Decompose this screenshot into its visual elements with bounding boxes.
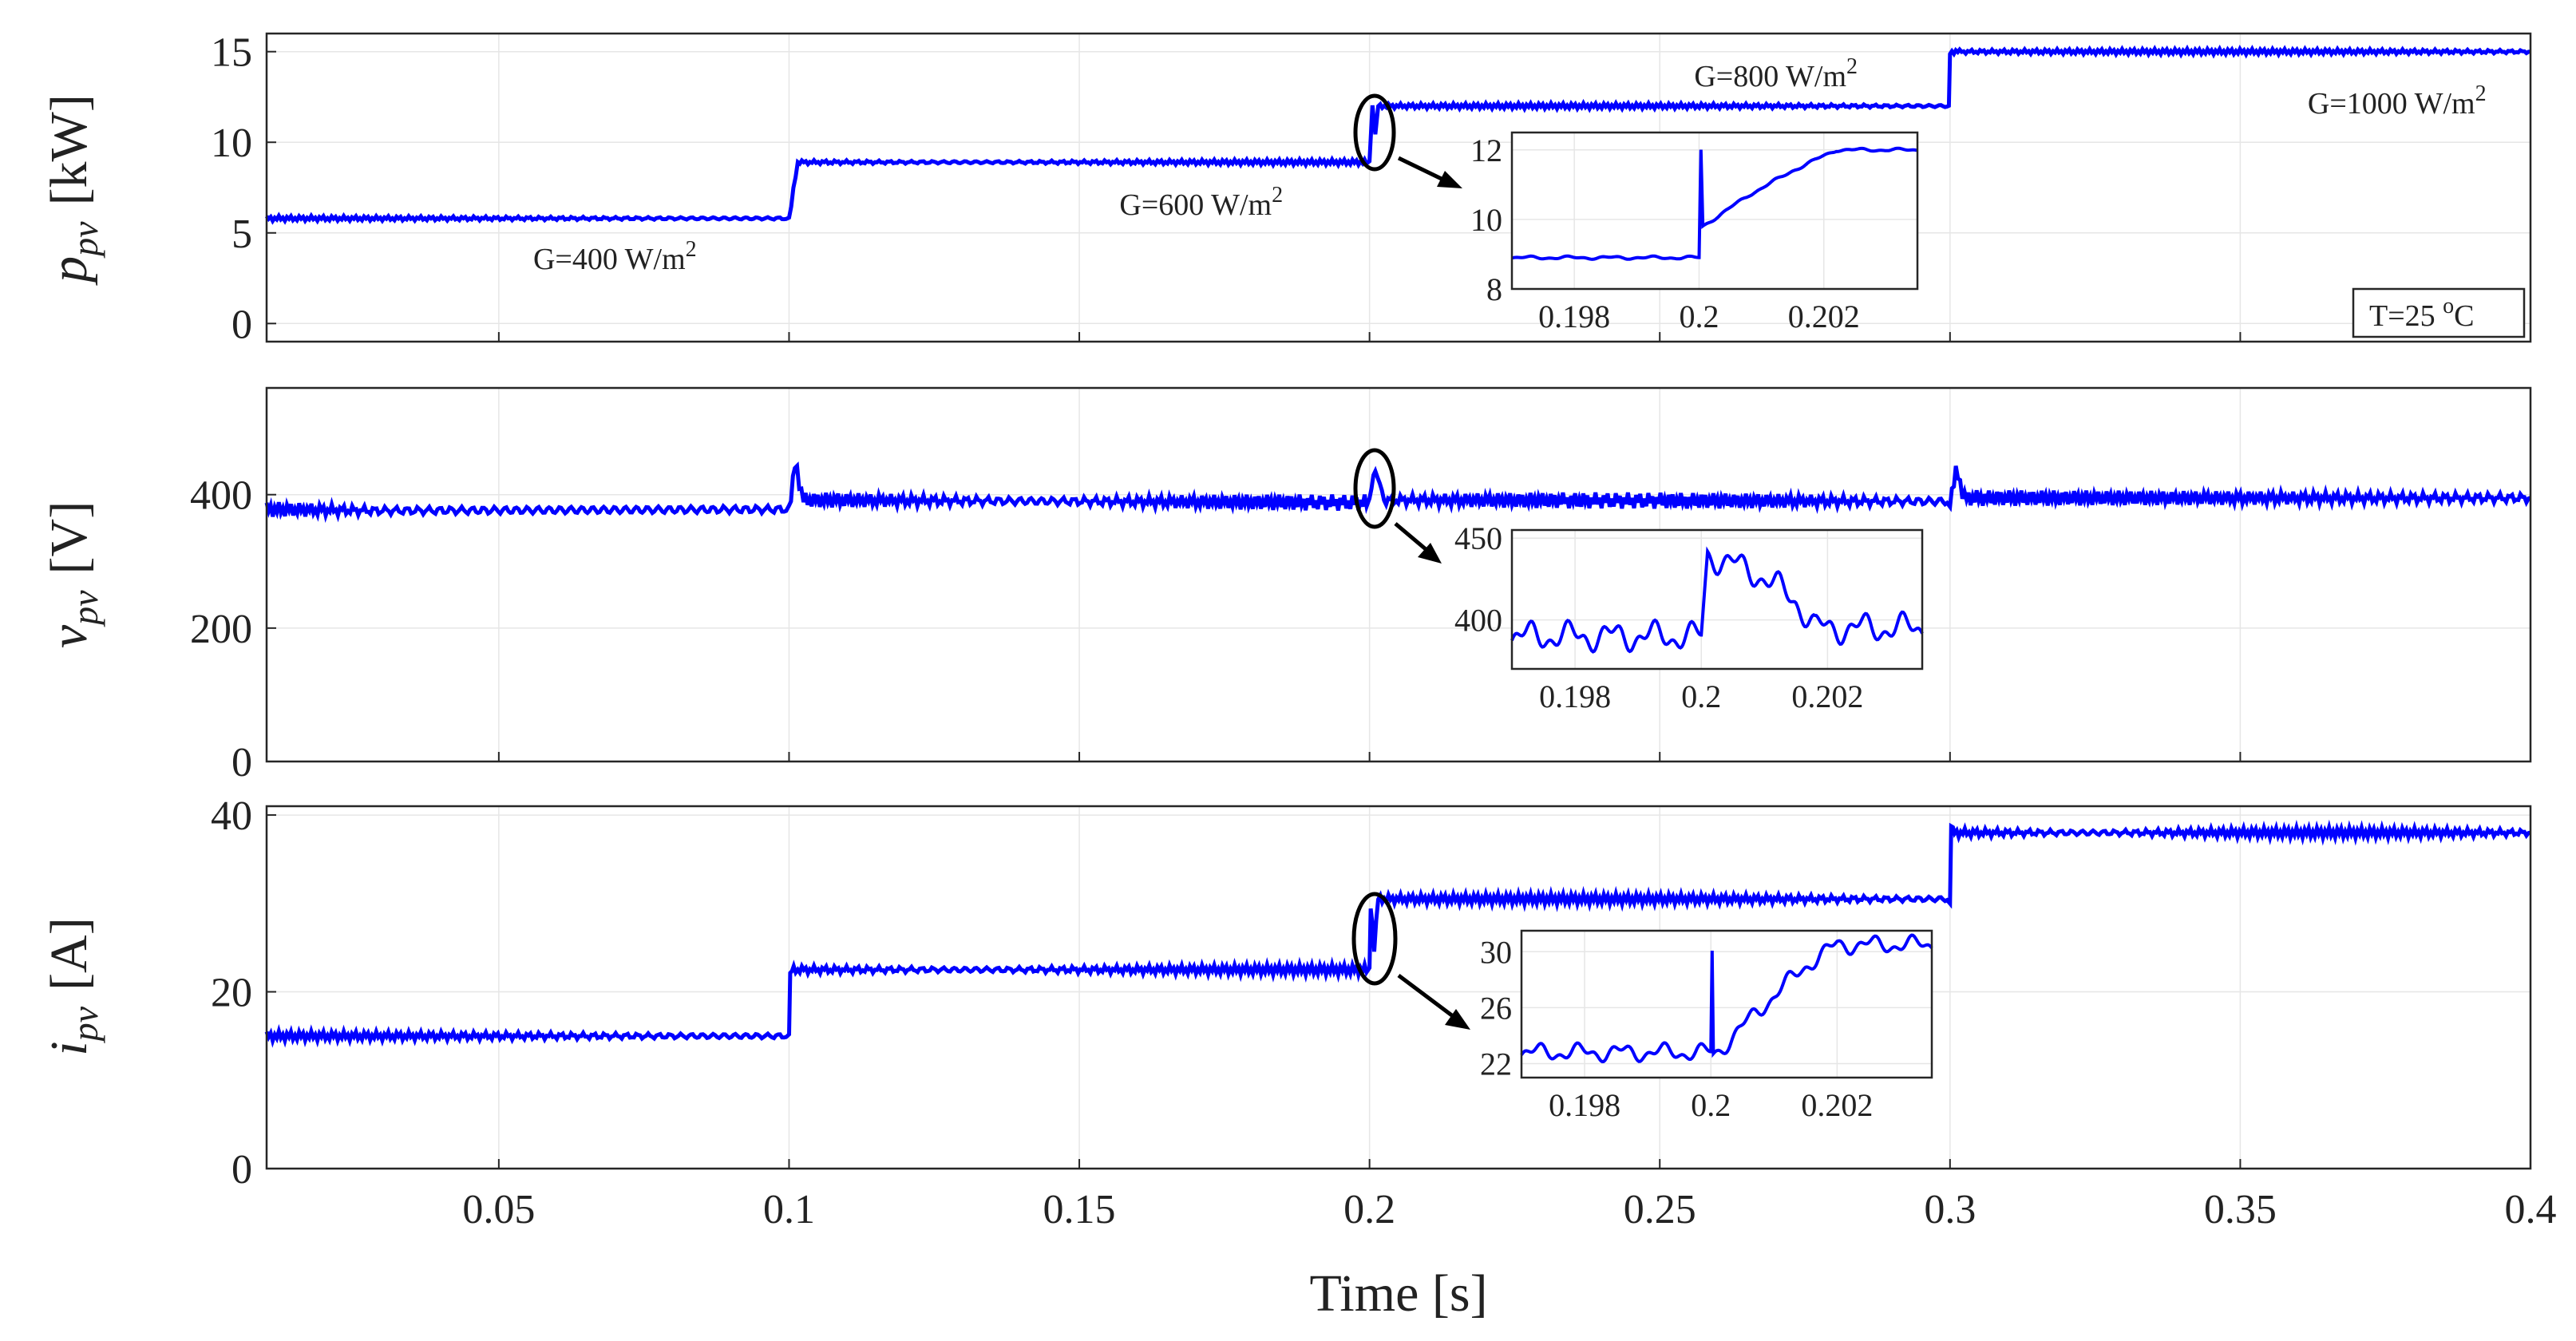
x-tick-label: 0.3 <box>1924 1187 1976 1232</box>
inset-y-tick-label: 450 <box>1454 520 1502 556</box>
inset-y-tick-label: 400 <box>1454 603 1502 639</box>
annotation-g1000: G=1000 W/m2 <box>2308 81 2487 121</box>
power-zoom-arrowhead <box>1437 171 1462 188</box>
voltage-series-line <box>264 461 2531 524</box>
inset-x-tick-label: 0.198 <box>1539 678 1611 714</box>
inset-x-tick-label: 0.198 <box>1549 1087 1620 1123</box>
y-tick-label: 5 <box>231 212 252 257</box>
inset-x-tick-label: 0.202 <box>1791 678 1863 714</box>
current-grid <box>267 806 2531 1169</box>
voltage-inset-grid <box>1512 530 1922 669</box>
power-inset-background <box>1512 133 1917 289</box>
voltage-inset-frame <box>1510 528 1924 670</box>
time-xlabel: Time [s] <box>1309 1264 1487 1323</box>
y-tick-label: 40 <box>211 793 252 839</box>
temperature-box <box>2352 287 2526 338</box>
x-tick-label: 0.2 <box>1343 1187 1395 1232</box>
power-panel: 0 5 10 15 ppv[kW] G=400 W/m2 G=600 W/m2 G=8… <box>40 30 2532 347</box>
inset-y-tick-label: 10 <box>1470 202 1502 238</box>
annotation-g800: G=800 W/m2 <box>1694 54 1858 93</box>
power-grid <box>267 34 2531 342</box>
time-xticks: 0.05 0.1 0.15 0.2 0.25 0.3 0.35 0.4 <box>462 1187 2556 1232</box>
current-axes-frame <box>265 805 2532 1170</box>
voltage-zoom-arrowhead <box>1418 543 1442 564</box>
current-inset-grid <box>1521 931 1932 1078</box>
current-inset-background <box>1521 931 1932 1078</box>
voltage-inset-line <box>1510 546 1924 654</box>
power-inset-ticks: 0.198 0.2 0.202 8 10 12 <box>1470 133 1860 334</box>
inset-y-tick-label: 8 <box>1486 271 1502 307</box>
voltage-zoom-marker <box>1353 448 1396 529</box>
power-series-line <box>264 44 2531 225</box>
power-zoom-marker <box>1353 93 1396 172</box>
x-tick-label: 0.05 <box>462 1187 535 1232</box>
current-inset-frame <box>1520 929 1933 1079</box>
x-tick-label: 0.4 <box>2505 1187 2557 1232</box>
annotation-g400: G=400 W/m2 <box>533 237 697 276</box>
y-tick-label: 10 <box>211 121 252 166</box>
power-inset-frame <box>1510 131 1919 291</box>
y-tick-label: 20 <box>211 971 252 1016</box>
inset-x-tick-label: 0.198 <box>1538 299 1610 334</box>
temperature-label: T=25 oC <box>2369 294 2475 333</box>
x-tick-label: 0.25 <box>1624 1187 1696 1232</box>
power-ylabel: ppv[kW] <box>40 94 105 286</box>
current-inset-ticks: 0.198 0.2 0.202 22 26 30 <box>1480 934 1873 1123</box>
y-tick-label: 400 <box>190 473 252 519</box>
voltage-axes-frame <box>265 386 2532 763</box>
current-panel: 0 20 40 0.05 0.1 0.15 0.2 0.25 0.3 0.35 0.4 ipv[A… <box>40 793 2557 1323</box>
voltage-grid <box>267 388 2531 762</box>
current-inset-line <box>1520 933 1933 1064</box>
current-series-line <box>264 819 2531 1048</box>
irradiance-annotations: G=400 W/m2 G=600 W/m2 G=800 W/m2 G=1000 … <box>533 54 2487 276</box>
voltage-inset-ticks: 0.198 0.2 0.202 400 450 <box>1454 520 1863 714</box>
power-yticks: 0 5 10 15 <box>211 30 2531 347</box>
x-tick-label: 0.15 <box>1043 1187 1116 1232</box>
y-tick-label: 0 <box>231 302 252 347</box>
current-zoom-marker <box>1351 892 1398 986</box>
inset-x-tick-label: 0.2 <box>1679 299 1719 334</box>
annotation-g600: G=600 W/m2 <box>1119 183 1283 222</box>
y-tick-label: 200 <box>190 607 252 652</box>
voltage-ylabel: vpv[V] <box>40 501 105 648</box>
current-zoom-arrowhead <box>1445 1009 1470 1030</box>
power-axes-frame <box>265 32 2532 343</box>
inset-y-tick-label: 26 <box>1480 990 1512 1026</box>
power-inset: 0.198 0.2 0.202 8 10 12 <box>1470 131 1919 334</box>
voltage-inset: 0.198 0.2 0.202 400 450 <box>1454 520 1924 714</box>
inset-y-tick-label: 12 <box>1470 133 1502 168</box>
y-tick-label: 0 <box>231 740 252 785</box>
voltage-yticks: 0 200 400 <box>190 473 2531 785</box>
power-zoom-arrow <box>1397 156 1450 184</box>
current-yticks: 0 20 40 <box>211 793 2531 1193</box>
x-tick-label: 0.35 <box>2204 1187 2277 1232</box>
current-ylabel: ipv[A] <box>40 917 105 1055</box>
voltage-zoom-arrow <box>1394 522 1427 551</box>
y-tick-label: 15 <box>211 30 252 76</box>
current-zoom-arrow <box>1397 974 1458 1020</box>
inset-x-tick-label: 0.202 <box>1801 1087 1873 1123</box>
voltage-inset-background <box>1512 530 1922 669</box>
inset-y-tick-label: 22 <box>1480 1046 1512 1082</box>
voltage-panel: 0 200 400 vpv[V] 0.198 0.2 0.202 400 450 <box>40 386 2532 785</box>
inset-y-tick-label: 30 <box>1480 934 1512 970</box>
x-tick-label: 0.1 <box>763 1187 815 1232</box>
power-inset-line <box>1511 146 1918 261</box>
inset-x-tick-label: 0.2 <box>1681 678 1721 714</box>
inset-x-tick-label: 0.202 <box>1788 299 1860 334</box>
y-tick-label: 0 <box>231 1147 252 1193</box>
current-inset: 0.198 0.2 0.202 22 26 30 <box>1480 929 1933 1123</box>
inset-x-tick-label: 0.2 <box>1691 1087 1731 1123</box>
